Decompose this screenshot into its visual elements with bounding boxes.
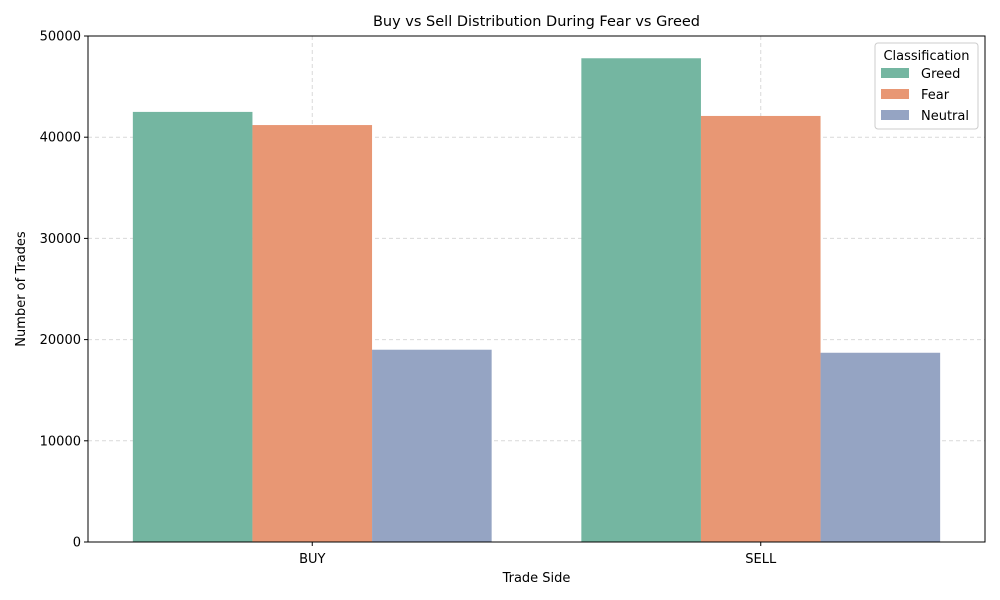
y-axis-label: Number of Trades (14, 231, 29, 347)
legend-box (874, 42, 979, 130)
y-tick-label: 20000 (40, 333, 81, 348)
chart-title: Buy vs Sell Distribution During Fear vs … (373, 14, 700, 30)
legend-label-fear: Fear (921, 88, 950, 103)
y-tick-label: 0 (73, 536, 81, 551)
bar-group (132, 58, 941, 543)
plot-frame (87, 35, 986, 543)
x-tick-label: SELL (745, 552, 777, 567)
legend-swatch-fear (881, 89, 909, 99)
bar-greed-sell (581, 58, 701, 542)
bar-fear-buy (252, 125, 373, 542)
bar-greed-buy (132, 111, 253, 543)
x-tick-label: BUY (299, 552, 325, 567)
legend-title: Classification (883, 49, 969, 64)
bar-fear-sell (700, 115, 821, 542)
bar-neutral-sell (820, 352, 941, 542)
legend: Classification Greed Fear Neutral (874, 42, 979, 130)
legend-label-greed: Greed (921, 67, 960, 82)
y-tick-label: 10000 (40, 434, 81, 449)
legend-swatch-neutral (881, 110, 909, 120)
y-tick-label: 50000 (40, 30, 81, 45)
legend-swatch-greed (881, 68, 909, 78)
y-tick-label: 30000 (40, 232, 81, 247)
legend-label-neutral: Neutral (921, 109, 969, 124)
x-axis-label: Trade Side (502, 571, 571, 586)
y-tick-label: 40000 (40, 131, 81, 146)
bar-neutral-buy (372, 349, 492, 542)
y-axis: 0 10000 20000 30000 40000 50000 (40, 30, 88, 551)
x-axis: BUY SELL (299, 542, 777, 567)
